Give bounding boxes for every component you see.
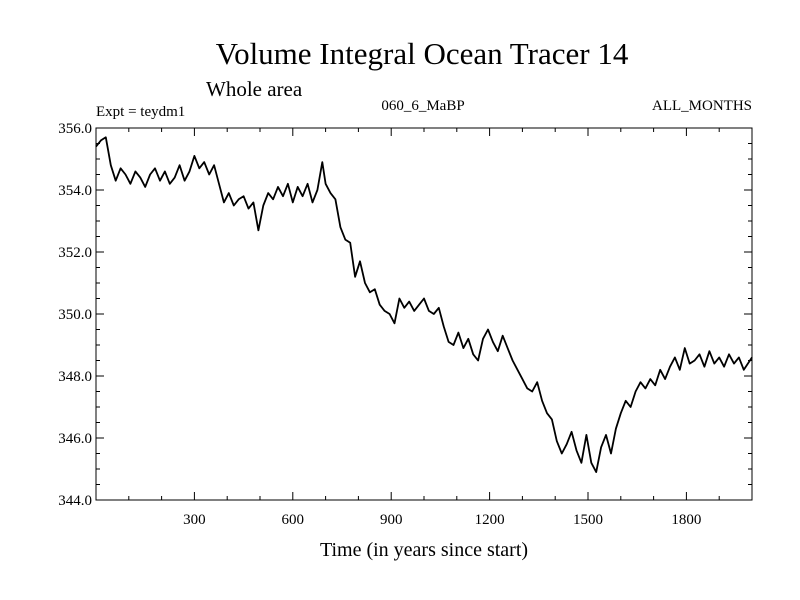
y-tick-label: 344.0	[58, 493, 92, 509]
y-tick-label: 348.0	[58, 369, 92, 385]
y-tick-label: 356.0	[58, 121, 92, 137]
x-axis: 300 600 900 1200 1500 1800	[183, 128, 701, 528]
x-tick-label: 600	[282, 512, 305, 528]
x-tick-label: 1200	[475, 512, 505, 528]
months-label: ALL_MONTHS	[652, 98, 752, 114]
y-tick-label: 350.0	[58, 307, 92, 323]
series-line	[95, 136, 753, 473]
y-axis: 344.0 346.0 348.0 350.0 352.0 354.0 356.0	[58, 121, 752, 509]
x-tick-label: 1800	[671, 512, 701, 528]
minor-ticks	[96, 128, 752, 500]
x-tick-label: 1500	[573, 512, 603, 528]
y-tick-label: 354.0	[58, 183, 92, 199]
plot-frame	[95, 127, 753, 501]
x-axis-label: Time (in years since start)	[320, 539, 528, 561]
chart-subtitle: Whole area	[206, 77, 303, 101]
y-tick-label: 346.0	[58, 431, 92, 447]
period-label: 060_6_MaBP	[381, 98, 464, 114]
x-tick-label: 900	[380, 512, 403, 528]
x-tick-label: 300	[183, 512, 206, 528]
chart-title: Volume Integral Ocean Tracer 14	[216, 36, 629, 71]
experiment-label: Expt = teydm1	[96, 104, 185, 120]
y-tick-label: 352.0	[58, 245, 92, 261]
